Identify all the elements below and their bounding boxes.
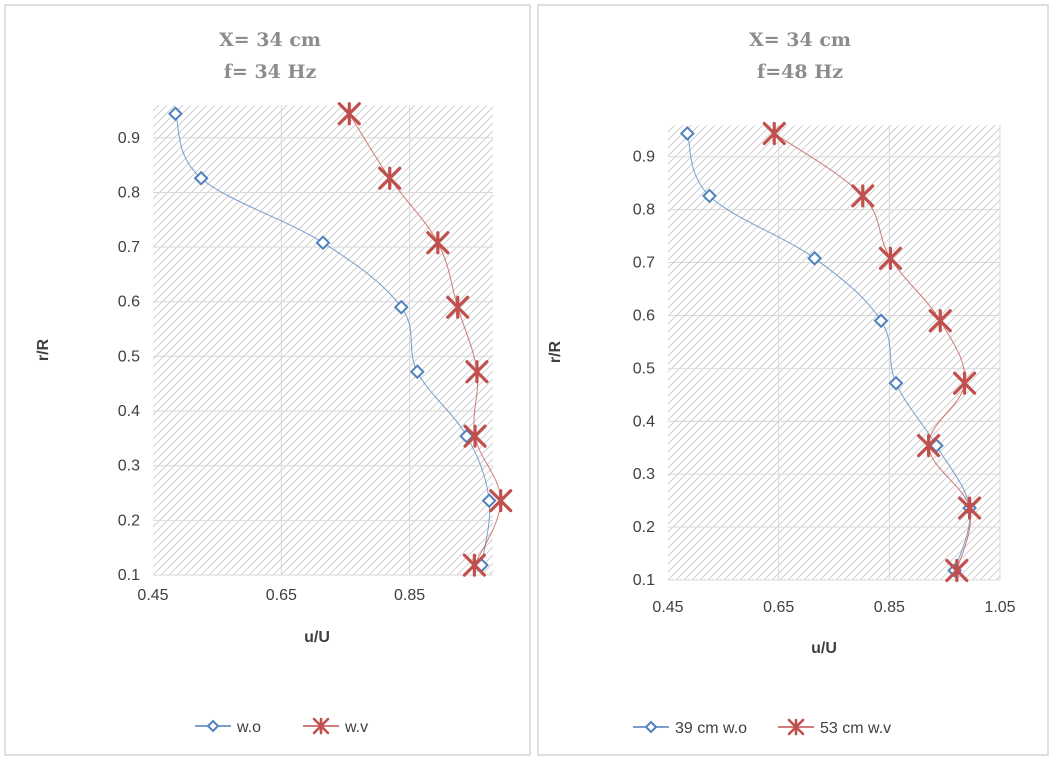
y-tick-label: 0.6 xyxy=(118,294,140,311)
data-point xyxy=(315,235,331,251)
plot-background xyxy=(153,105,493,575)
y-tick-label: 0.7 xyxy=(118,239,140,256)
legend-marker xyxy=(787,718,805,736)
data-point xyxy=(168,106,183,122)
data-point xyxy=(945,558,969,583)
x-tick-label: 0.65 xyxy=(266,587,297,604)
chart-panel-1: X= 34 cm f= 34 Hz 0.10.20.30.40.50.60.70… xyxy=(4,4,531,756)
data-point xyxy=(446,295,470,319)
y-tick-label: 0.5 xyxy=(118,348,140,365)
legend-label: 39 cm w.o xyxy=(675,720,747,737)
y-tick-label: 0.8 xyxy=(118,184,140,201)
data-point xyxy=(873,313,889,329)
legend-marker xyxy=(644,720,658,734)
y-tick-label: 0.1 xyxy=(633,572,655,589)
data-point xyxy=(851,184,875,208)
data-point xyxy=(878,246,903,270)
chart-title-2-line2: f=48 Hz xyxy=(757,61,843,83)
chart-title-1-line2: f= 34 Hz xyxy=(224,61,317,83)
x-tick-label: 0.85 xyxy=(394,587,425,604)
data-point xyxy=(702,188,717,204)
chart-title-2-line1: X= 34 cm xyxy=(749,29,851,51)
data-point xyxy=(957,496,982,520)
y-tick-label: 0.1 xyxy=(118,567,140,584)
y-tick-label: 0.8 xyxy=(633,202,655,219)
data-point xyxy=(378,166,402,190)
legend-item: 39 cm w.o xyxy=(633,720,747,737)
legend-label: w.o xyxy=(236,719,261,736)
series-line-1 xyxy=(174,113,491,566)
data-point xyxy=(888,375,904,391)
y-tick-label: 0.9 xyxy=(118,130,140,147)
data-point xyxy=(489,489,513,513)
legend-label: 53 cm w.v xyxy=(820,720,891,737)
data-point xyxy=(337,102,361,126)
data-point xyxy=(459,428,475,444)
chart-border-1 xyxy=(4,4,531,756)
y-tick-label: 0.7 xyxy=(633,255,655,272)
plot-area-2: 0.1 0.2 0.3 0.4 0.5 0.6 0.7 0.8 0.9 0.45 0.65 0.85 1… xyxy=(633,121,1016,616)
x-tick-label: 1.05 xyxy=(984,599,1015,616)
data-point xyxy=(193,170,209,186)
data-point xyxy=(463,424,487,448)
y-tick-label: 0.5 xyxy=(633,360,655,377)
y-tick-label: 0.3 xyxy=(633,466,655,483)
y-tick-label: 0.6 xyxy=(633,307,655,324)
data-point xyxy=(426,231,450,255)
x-axis-label-1: u/U xyxy=(304,629,330,646)
x-tick-label: 0.45 xyxy=(137,587,168,604)
y-axis-label-2: r/R xyxy=(547,340,564,363)
legend-label: w.v xyxy=(344,719,368,736)
data-point xyxy=(952,371,977,395)
data-point xyxy=(928,309,952,333)
x-tick-label: 0.85 xyxy=(874,599,905,616)
legend-item: w.v xyxy=(303,717,368,736)
y-tick-label: 0.4 xyxy=(118,403,140,420)
legend-item: 53 cm w.v xyxy=(778,718,891,737)
x-axis-label-2: u/U xyxy=(811,640,837,657)
series-line-1 xyxy=(686,133,971,571)
data-point xyxy=(679,126,695,141)
data-point xyxy=(917,434,941,458)
x-tick-label: 0.65 xyxy=(763,599,794,616)
plot-background xyxy=(668,125,1000,580)
data-point xyxy=(762,121,786,146)
data-point xyxy=(409,364,425,380)
y-tick-label: 0.2 xyxy=(633,519,655,536)
plot-area-1: 0.1 0.2 0.3 0.4 0.5 0.6 0.7 0.8 0.9 0.45 0.65 0.85 xyxy=(118,102,513,604)
chart-title-1-line1: X= 34 cm xyxy=(219,29,321,51)
y-axis-label-1: r/R xyxy=(35,338,52,361)
data-point xyxy=(481,493,497,509)
y-tick-label: 0.3 xyxy=(118,458,140,475)
legend-marker xyxy=(206,719,220,733)
legend-item: w.o xyxy=(195,719,261,736)
chart-border-2 xyxy=(537,4,1049,756)
legend-2: 39 cm w.o 53 cm w.v xyxy=(633,718,891,737)
data-point xyxy=(393,299,409,315)
x-tick-label: 0.45 xyxy=(652,599,683,616)
data-point xyxy=(807,250,823,266)
chart-panel-2: X= 34 cm f=48 Hz 0.10.20.30.40.50.60.70.… xyxy=(537,4,1049,756)
legend-marker xyxy=(312,717,330,735)
y-tick-label: 0.2 xyxy=(118,512,140,529)
data-point xyxy=(465,360,489,384)
y-tick-label: 0.9 xyxy=(633,149,655,166)
y-tick-label: 0.4 xyxy=(633,413,655,430)
legend-1: w.o w.v xyxy=(195,717,368,736)
data-point xyxy=(462,553,486,577)
